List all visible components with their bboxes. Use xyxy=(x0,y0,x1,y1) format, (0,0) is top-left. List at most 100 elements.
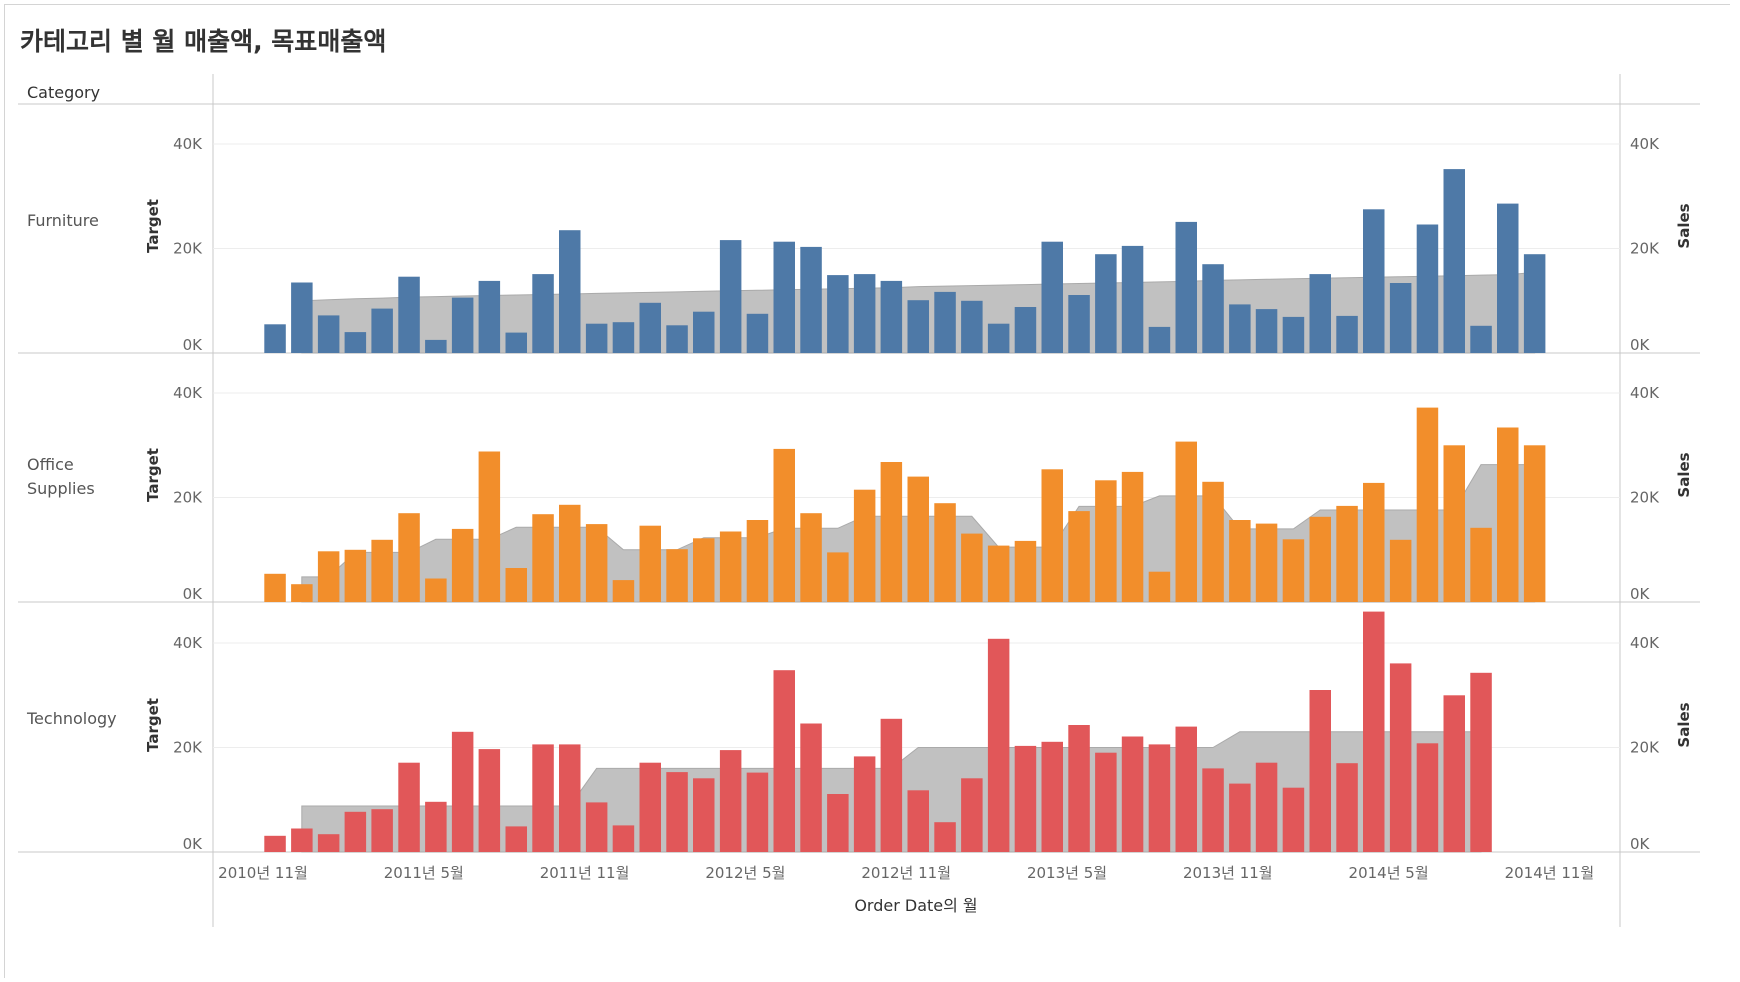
left-tick-label: 20K xyxy=(173,489,203,507)
sales-bar xyxy=(1255,523,1278,602)
sales-bar xyxy=(559,504,581,602)
sales-bar xyxy=(1443,169,1465,353)
sales-bar xyxy=(880,280,903,353)
sales-bar xyxy=(1229,520,1251,602)
sales-bar xyxy=(773,448,795,602)
sales-bar xyxy=(1041,469,1063,602)
sales-bar xyxy=(1255,309,1278,353)
left-axis-title: Target xyxy=(144,448,162,502)
right-tick-label: 0K xyxy=(1630,336,1651,354)
sales-bar xyxy=(532,744,554,852)
sales-bar xyxy=(1336,763,1358,852)
sales-bar xyxy=(880,718,903,852)
right-tick-label: 0K xyxy=(1630,585,1651,603)
right-axis-title: Sales xyxy=(1675,702,1693,747)
sales-bar xyxy=(398,762,420,852)
sales-bar xyxy=(1523,445,1546,603)
left-tick-label: 20K xyxy=(173,739,203,757)
sales-bar xyxy=(264,835,286,852)
sales-bar xyxy=(853,274,876,353)
sales-bar xyxy=(291,282,313,353)
left-tick-label: 0K xyxy=(183,336,204,354)
sales-bar xyxy=(559,744,581,852)
sales-bar xyxy=(1095,254,1117,353)
sales-bar xyxy=(1095,752,1117,852)
sales-bar xyxy=(1282,539,1305,602)
sales-bar xyxy=(827,794,849,852)
sales-bar xyxy=(987,323,1010,353)
sales-bar xyxy=(1095,480,1117,602)
left-tick-label: 0K xyxy=(183,585,204,603)
sales-bar xyxy=(1416,407,1439,602)
right-tick-label: 40K xyxy=(1630,384,1660,402)
category-header: Category xyxy=(27,83,100,102)
left-tick-label: 40K xyxy=(173,384,203,402)
sales-bar xyxy=(1309,274,1331,353)
x-tick-label: 2013년 5월 xyxy=(1027,864,1107,882)
sales-bar xyxy=(505,826,527,852)
sales-bar xyxy=(1255,762,1278,852)
sales-bar xyxy=(880,462,903,602)
sales-bar xyxy=(1148,744,1171,852)
x-tick-label: 2011년 5월 xyxy=(384,864,464,882)
sales-bar xyxy=(773,241,795,353)
right-tick-label: 20K xyxy=(1630,739,1660,757)
sales-bar xyxy=(1068,511,1090,602)
category-label: Technology xyxy=(26,709,117,728)
right-axis-title: Sales xyxy=(1675,203,1693,248)
sales-bar xyxy=(1175,441,1197,602)
sales-bar xyxy=(719,531,742,602)
sales-bar xyxy=(853,489,876,602)
sales-bar xyxy=(559,230,581,353)
right-tick-label: 0K xyxy=(1630,835,1651,853)
x-tick-label: 2012년 5월 xyxy=(705,864,785,882)
sales-bar xyxy=(532,514,554,602)
sales-bar xyxy=(746,313,769,353)
sales-bar xyxy=(1229,783,1251,852)
sales-bar xyxy=(478,749,501,852)
sales-bar xyxy=(585,802,608,852)
sales-bar xyxy=(478,280,501,353)
sales-bar xyxy=(264,573,286,602)
x-tick-label: 2013년 11월 xyxy=(1183,864,1273,882)
sales-bar xyxy=(344,549,367,603)
sales-bar xyxy=(1068,295,1090,353)
right-tick-label: 20K xyxy=(1630,489,1660,507)
sales-bar xyxy=(693,311,715,353)
sales-bar xyxy=(1014,307,1037,353)
sales-bar xyxy=(1175,726,1197,852)
sales-bar xyxy=(451,297,474,353)
sales-bar xyxy=(1336,315,1358,353)
sales-bar xyxy=(1041,241,1063,353)
left-tick-label: 20K xyxy=(173,240,203,258)
category-label: Office Supplies xyxy=(27,455,95,498)
x-axis-title: Order Date의 월 xyxy=(854,896,977,915)
x-tick-label: 2014년 5월 xyxy=(1349,864,1429,882)
sales-bar xyxy=(398,513,420,602)
sales-bar xyxy=(827,552,849,602)
left-tick-label: 40K xyxy=(173,634,203,652)
sales-bar xyxy=(1121,245,1144,353)
sales-bar xyxy=(1389,539,1412,602)
sales-bar xyxy=(1443,445,1465,603)
sales-bar xyxy=(1202,768,1224,852)
sales-bar xyxy=(719,240,742,353)
sales-bar xyxy=(827,275,849,353)
sales-bar xyxy=(987,638,1010,852)
right-tick-label: 40K xyxy=(1630,135,1660,153)
sales-bar xyxy=(1148,571,1171,602)
sales-bar xyxy=(291,828,313,852)
sales-bar xyxy=(639,762,661,852)
page-title: 카테고리 별 월 매출액, 목표매출액 xyxy=(20,27,387,56)
sales-bar xyxy=(934,822,956,852)
sales-bar xyxy=(1014,745,1037,852)
sales-bar xyxy=(961,300,983,354)
sales-bar xyxy=(1416,224,1439,353)
dashboard-frame xyxy=(4,4,1730,978)
sales-bar xyxy=(1202,264,1224,353)
sales-bar xyxy=(639,302,661,353)
sales-bar xyxy=(934,291,956,353)
sales-bar xyxy=(505,332,527,353)
sales-bar xyxy=(398,276,420,353)
sales-bar xyxy=(1497,203,1519,353)
